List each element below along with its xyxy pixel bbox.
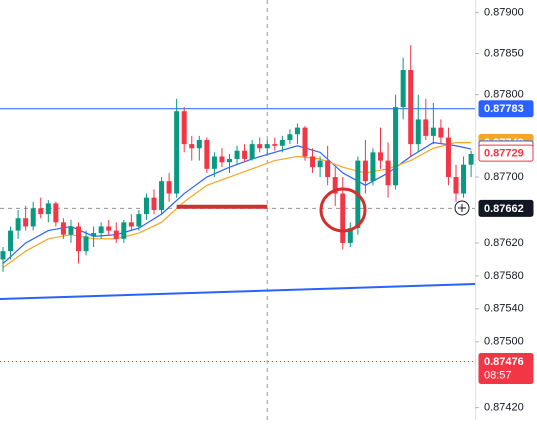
candle-body [45, 203, 51, 215]
candle-body [211, 156, 217, 169]
candle-body [136, 214, 142, 227]
candle-body [234, 150, 240, 159]
candle-body [181, 111, 187, 145]
candle-body [38, 208, 44, 215]
candle-body [438, 127, 444, 138]
price-label-box [478, 144, 534, 162]
candle-body [378, 152, 383, 161]
candle-body [189, 144, 195, 149]
candle-body [227, 158, 232, 163]
candle-body [143, 197, 149, 215]
candle-body [423, 119, 429, 136]
candle-body [204, 140, 210, 169]
price-label-box [478, 199, 534, 217]
candle-body [317, 160, 323, 168]
y-tick-label: 0.87700 [484, 171, 524, 183]
candle-body [415, 119, 421, 145]
y-tick-label: 0.87900 [484, 6, 524, 18]
candle-body [53, 203, 59, 223]
candle-body [128, 222, 134, 227]
y-tick-label: 0.87540 [484, 303, 524, 315]
candle-body [370, 152, 376, 182]
y-tick-label: 0.87500 [484, 336, 524, 348]
candle-body [468, 154, 474, 165]
moving-average [2, 141, 472, 269]
candle-body [340, 193, 346, 243]
y-tick-label: 0.87580 [484, 270, 524, 282]
candle-body [302, 127, 308, 157]
candle-body [279, 140, 285, 146]
candle-body [98, 226, 104, 234]
candle-body [151, 197, 157, 210]
candle-body [332, 177, 338, 194]
candle-body [159, 181, 165, 210]
candle-body [219, 156, 225, 163]
price-label: 0.87476 [484, 356, 524, 368]
candle-body [8, 230, 14, 252]
candle-body [453, 177, 459, 194]
candle-body [68, 226, 74, 235]
candle-body [0, 251, 6, 260]
candle-body [166, 181, 172, 194]
candle-body [408, 70, 414, 145]
candle-body [76, 226, 81, 252]
price-axis: 0.87900 0.87850 0.87800 0.87700 0.87620 0.875… [475, 6, 534, 414]
y-tick-label: 0.87800 [484, 89, 524, 101]
y-tick-label: 0.87620 [484, 237, 524, 249]
price-label-box [478, 353, 534, 385]
candle-body [287, 134, 293, 140]
candle-body [445, 137, 451, 178]
price-label: 0.87729 [484, 148, 524, 160]
candle-body [393, 107, 399, 186]
candle-body [15, 218, 21, 231]
y-tick-label: 0.87850 [484, 47, 524, 59]
add-button[interactable] [454, 200, 470, 216]
candle-body [242, 150, 248, 159]
candle-body [430, 127, 436, 136]
candle-body [249, 144, 255, 159]
candle-body [257, 144, 263, 149]
y-tick-label: 0.87420 [484, 402, 524, 414]
candle-body [174, 111, 180, 194]
candle-body [461, 164, 467, 194]
candle-body [196, 140, 202, 149]
price-label-box [478, 100, 534, 118]
candle-body [272, 144, 278, 146]
candle-body [325, 160, 331, 178]
candle-body [60, 222, 66, 235]
candle-body [121, 222, 127, 239]
candle-body [362, 160, 368, 182]
candle-body [294, 127, 300, 135]
candle-body [264, 144, 270, 149]
candle-body [106, 226, 112, 231]
highlight-circle [319, 187, 367, 233]
price-label: 0.87783 [484, 103, 524, 115]
candle-body [30, 208, 36, 227]
candle-body [385, 160, 391, 186]
candle-body [400, 70, 406, 108]
countdown: 08:57 [484, 369, 512, 381]
candle-body [83, 236, 89, 252]
candle-body [310, 156, 316, 168]
candle-body [113, 230, 119, 239]
candle-body [347, 228, 353, 243]
trendline [0, 282, 476, 301]
candle-body [91, 233, 97, 237]
candle-body [23, 218, 29, 227]
price-label: 0.87662 [484, 203, 524, 215]
